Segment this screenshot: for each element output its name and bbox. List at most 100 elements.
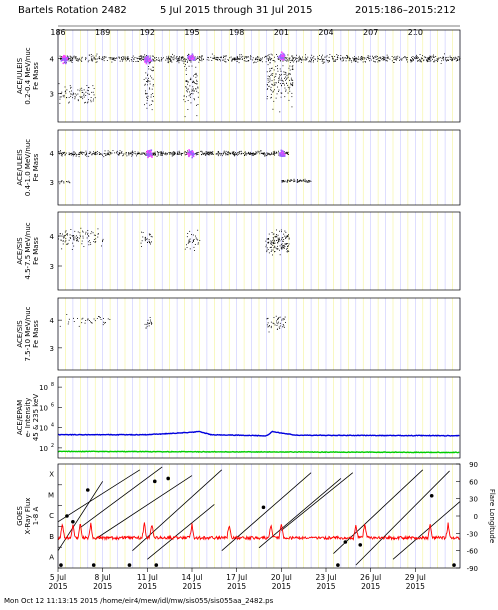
data-point: [327, 60, 329, 62]
data-point: [147, 73, 149, 75]
data-point: [374, 56, 376, 57]
data-point: [117, 154, 119, 155]
x-tick-date-label: 26 Jul: [360, 573, 381, 582]
data-point: [58, 238, 59, 240]
data-point: [72, 56, 74, 58]
data-point: [189, 238, 191, 240]
data-point: [142, 232, 144, 233]
hotspot-point: [148, 58, 150, 61]
data-point: [106, 153, 108, 155]
data-point: [132, 55, 134, 57]
data-point: [273, 323, 275, 325]
data-point: [150, 96, 152, 98]
data-point: [91, 231, 93, 233]
data-point: [332, 58, 334, 59]
data-point: [225, 153, 227, 154]
data-point: [185, 64, 186, 66]
data-point: [135, 153, 137, 155]
data-point: [155, 154, 156, 155]
data-point: [342, 57, 343, 59]
data-point: [74, 93, 76, 95]
data-point: [217, 151, 219, 152]
data-point: [211, 151, 213, 153]
data-point: [88, 235, 90, 237]
data-point: [149, 233, 151, 235]
hotspot-point: [283, 153, 286, 156]
data-point: [182, 153, 183, 154]
data-point: [149, 88, 151, 90]
data-point: [152, 93, 154, 94]
data-point: [280, 74, 282, 76]
data-point: [191, 90, 193, 92]
data-point: [300, 180, 302, 182]
data-point: [151, 323, 152, 325]
data-point: [286, 75, 288, 77]
data-point: [198, 61, 200, 63]
epam-series-line: [57, 450, 460, 454]
hotspot-point: [66, 58, 68, 61]
data-point: [432, 56, 434, 58]
data-point: [194, 82, 195, 84]
data-point: [106, 154, 108, 156]
flare-class-label: B: [49, 533, 54, 541]
data-point: [364, 61, 366, 62]
data-point: [448, 60, 449, 61]
data-point: [59, 102, 61, 104]
data-point: [137, 151, 139, 153]
data-point: [286, 243, 288, 244]
data-point: [373, 58, 375, 60]
data-point: [186, 87, 188, 89]
data-point: [70, 86, 72, 88]
data-point: [123, 58, 125, 60]
hotspot-point: [279, 154, 282, 157]
data-points: [58, 227, 290, 256]
data-point: [383, 57, 385, 58]
data-point: [354, 58, 356, 60]
data-point: [312, 57, 314, 59]
data-point: [411, 56, 412, 58]
data-point: [95, 234, 96, 236]
data-point: [284, 96, 286, 98]
data-point: [287, 235, 289, 237]
data-point: [70, 93, 72, 95]
data-point: [87, 241, 89, 243]
data-point: [223, 57, 224, 58]
data-point: [76, 58, 78, 59]
data-point: [152, 152, 154, 154]
data-point: [217, 152, 219, 154]
data-point: [284, 84, 285, 86]
data-point: [83, 152, 85, 154]
hotspot-point: [149, 57, 152, 59]
data-point: [295, 57, 297, 59]
data-point: [273, 153, 274, 155]
data-point: [265, 55, 267, 57]
longitude-track: [147, 504, 215, 560]
data-point: [185, 80, 187, 81]
data-point: [183, 152, 185, 154]
hotspot-point: [147, 59, 149, 62]
data-point: [354, 56, 355, 58]
longitude-track: [281, 472, 354, 531]
data-point: [72, 155, 74, 157]
data-point: [269, 153, 271, 155]
data-point: [66, 97, 67, 99]
data-point: [70, 95, 72, 97]
data-point: [284, 230, 286, 232]
data-point: [297, 181, 299, 183]
y-axis-label: ACE/ULEIS: [16, 149, 24, 186]
data-point: [157, 151, 159, 153]
data-point: [283, 244, 285, 246]
data-point: [71, 90, 72, 92]
data-point: [104, 153, 106, 155]
data-point: [211, 53, 213, 55]
data-point: [223, 153, 224, 155]
data-point: [109, 151, 111, 153]
data-point: [92, 60, 94, 62]
data-point: [144, 83, 146, 85]
data-point: [141, 240, 143, 242]
data-point: [355, 58, 357, 60]
data-point: [128, 153, 130, 155]
data-point: [252, 153, 254, 155]
data-point: [85, 150, 87, 152]
